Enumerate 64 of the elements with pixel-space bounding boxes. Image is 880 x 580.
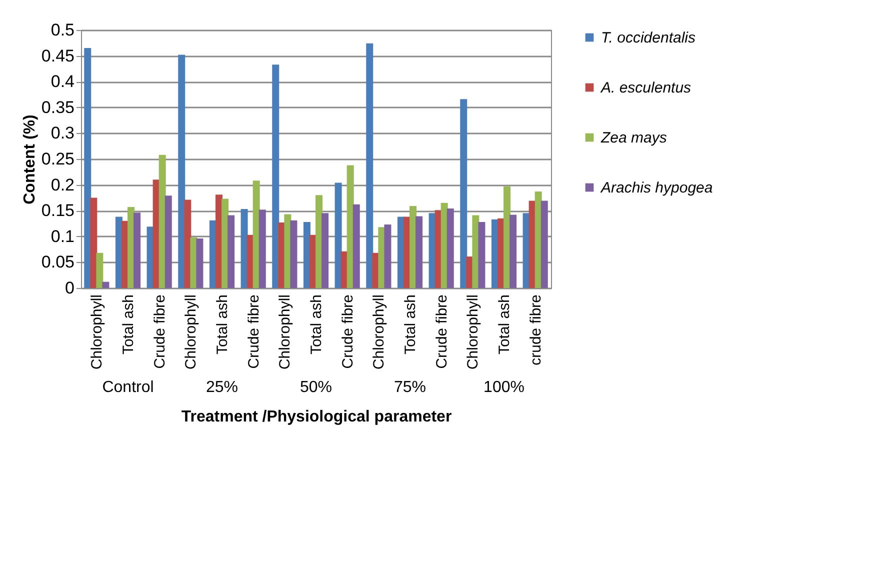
y-tick-label: 0.15 (41, 201, 74, 220)
bar (478, 222, 486, 288)
bar (272, 64, 280, 288)
bar (460, 99, 468, 288)
y-tick-label: 0.5 (50, 20, 74, 40)
y-tick-label: 0.45 (41, 46, 74, 66)
x-tick-label: Crude fibre (245, 294, 262, 369)
bar (178, 54, 186, 288)
x-tick-label: Crude fibre (433, 294, 450, 369)
y-tick-label: 0.2 (50, 175, 74, 194)
bar (96, 252, 104, 288)
bar (240, 209, 248, 288)
x-tick-label: Chlorophyll (370, 294, 388, 370)
x-axis-title: Treatment /Physiological parameter (181, 408, 452, 426)
bar (164, 196, 172, 288)
y-tick-label: 0.4 (50, 72, 74, 92)
text: 50% (300, 379, 332, 396)
x-tick-label: Chlorophyll (88, 294, 106, 370)
x-tick-label: Crude fibre (151, 294, 168, 369)
x-tick-label: Total ash (308, 294, 325, 355)
bar (384, 224, 392, 288)
legend-label: A. esculentus (600, 80, 692, 96)
x-tick-label: Chlorophyll (464, 294, 482, 370)
bar (446, 208, 454, 288)
y-tick-label: 0.3 (50, 124, 74, 143)
x-tick-label: crude fibre (527, 294, 544, 366)
x-tick-label: Chlorophyll (182, 294, 200, 370)
bar (366, 43, 374, 288)
legend-label: T. occidentalis (601, 30, 696, 46)
bar (84, 48, 92, 288)
y-tick-label: 0.35 (41, 98, 74, 117)
text: 100% (484, 379, 524, 396)
legend-label: Arachis hypogea (600, 180, 713, 196)
bar (134, 212, 141, 288)
bar (184, 200, 192, 288)
x-tick-label: Total ash (496, 294, 513, 355)
legend-label: Zea mays (600, 130, 668, 146)
y-axis-title: Content (%) (21, 114, 38, 204)
bar (228, 215, 235, 288)
bar (416, 216, 423, 288)
bar (196, 238, 204, 288)
bar (346, 165, 354, 288)
x-tick-label: Total ash (120, 294, 137, 355)
bar (258, 210, 266, 288)
x-tick-label: Total ash (402, 294, 419, 355)
y-tick-label: 0.1 (50, 226, 74, 246)
bar (352, 204, 360, 288)
bar (102, 282, 110, 288)
bar (540, 200, 548, 288)
bar (290, 220, 298, 288)
x-tick-label: Chlorophyll (276, 294, 294, 370)
y-tick-label: 0.05 (41, 252, 74, 272)
x-tick-label: Total ash (214, 294, 231, 355)
bar (334, 182, 342, 288)
y-tick-label: 0.25 (41, 150, 74, 168)
y-tick-label: 0 (65, 278, 74, 298)
bar (322, 213, 329, 288)
text: Control (102, 379, 154, 396)
bar (510, 214, 517, 288)
bar (252, 180, 260, 288)
text: 75% (394, 379, 426, 396)
bar (90, 198, 98, 288)
text: 25% (206, 379, 238, 396)
x-tick-label: Crude fibre (339, 294, 356, 369)
